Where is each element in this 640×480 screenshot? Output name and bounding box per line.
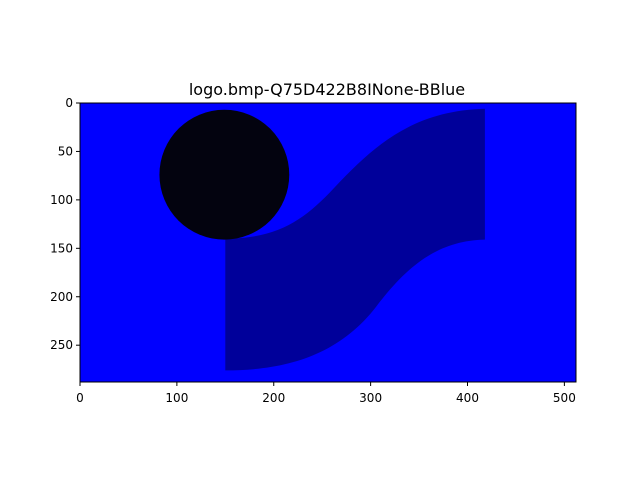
y-tick-label: 150 xyxy=(50,241,73,255)
x-axis: 0 100 200 300 400 500 xyxy=(76,382,576,405)
y-tick-label: 100 xyxy=(50,193,73,207)
y-tick-label: 0 xyxy=(65,96,73,110)
y-axis: 0 50 100 150 200 250 xyxy=(50,96,80,352)
x-tick-label: 500 xyxy=(553,391,576,405)
image-s-shape xyxy=(225,108,485,371)
x-tick-label: 100 xyxy=(165,391,188,405)
x-tick-label: 200 xyxy=(262,391,285,405)
axes-frame xyxy=(79,102,577,383)
plot-area xyxy=(79,102,577,383)
y-tick-label: 50 xyxy=(58,144,73,158)
y-tick-label: 250 xyxy=(50,338,73,352)
chart-title: logo.bmp-Q75D422B8INone-BBlue xyxy=(189,80,465,99)
x-tick-label: 0 xyxy=(76,391,84,405)
y-tick-label: 200 xyxy=(50,290,73,304)
x-tick-label: 400 xyxy=(456,391,479,405)
image-circle xyxy=(159,109,290,240)
x-tick-label: 300 xyxy=(359,391,382,405)
